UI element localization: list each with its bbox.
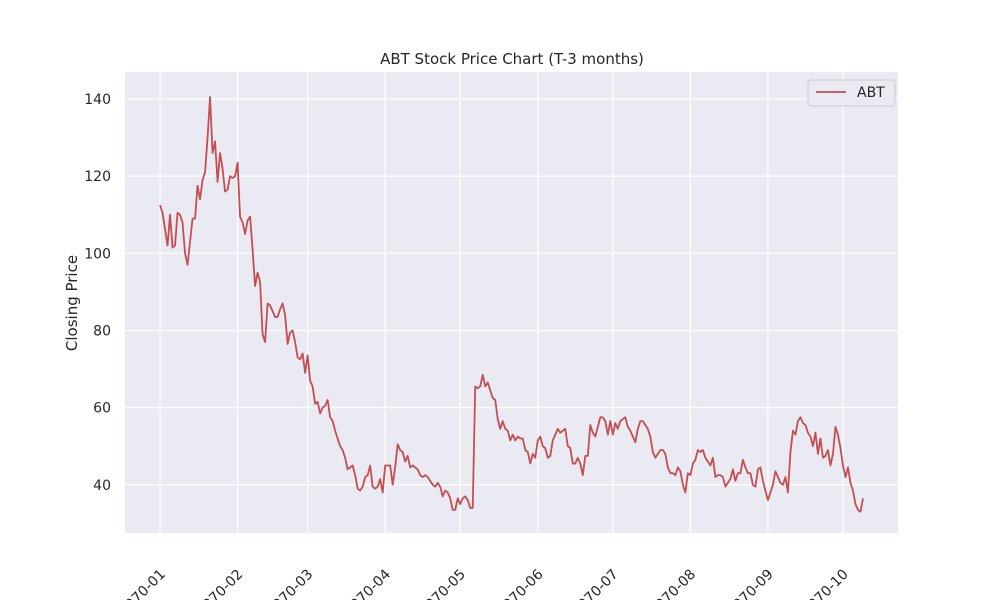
x-tick-label: 1970-07	[569, 567, 622, 600]
x-tick-label: 1970-05	[416, 567, 469, 600]
x-tick-label: 1970-06	[494, 566, 547, 600]
legend: ABT	[807, 79, 896, 107]
chart-title: ABT Stock Price Chart (T-3 months)	[380, 50, 644, 68]
series-layer	[159, 96, 864, 513]
y-tick-label: 120	[84, 169, 111, 185]
x-tick-label: 1970-04	[341, 566, 394, 600]
plot-area	[125, 72, 898, 533]
y-axis-label: Closing Price	[63, 255, 81, 351]
y-tick-label: 100	[84, 246, 111, 262]
legend-box	[807, 79, 896, 107]
y-axis: 40 60 80 100 120 140	[84, 92, 111, 494]
y-tick-label: 40	[93, 478, 111, 494]
series-line-abt	[159, 96, 864, 513]
legend-label: ABT	[857, 85, 885, 101]
x-axis: 1970-01 1970-02 1970-03 1970-04 1970-05 1970-…	[116, 566, 852, 604]
y-tick-label: 80	[93, 323, 111, 339]
x-tick-label: 1970-08	[647, 567, 700, 600]
x-tick-label: 1970-03	[264, 567, 317, 600]
x-tick-label: 1970-10	[799, 567, 852, 600]
y-tick-label: 140	[84, 92, 111, 108]
x-tick-label: 1970-01	[116, 567, 169, 600]
x-tick-label: 1970-09	[724, 567, 777, 600]
y-tick-label: 60	[93, 401, 111, 417]
x-tick-label: 1970-02	[194, 567, 247, 600]
grid	[125, 72, 898, 533]
